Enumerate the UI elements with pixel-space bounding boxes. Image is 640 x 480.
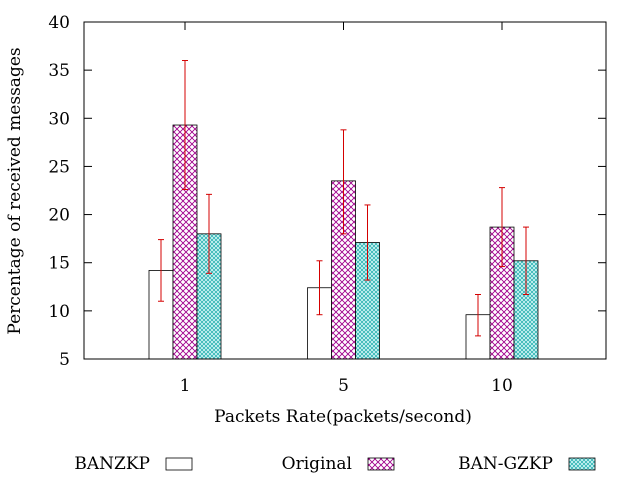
x-tick-label: 1 (180, 376, 191, 396)
x-tick-label: 5 (338, 376, 349, 396)
legend-label: BANZKP (74, 454, 150, 474)
y-tick-label: 35 (48, 61, 70, 81)
error-bars (158, 60, 529, 337)
x-axis-label: Packets Rate(packets/second) (214, 407, 472, 427)
y-tick-label: 40 (48, 13, 70, 33)
x-axis-tick-labels: 1 5 10 (180, 376, 513, 396)
y-axis-label: Percentage of received messages (5, 47, 25, 334)
legend-swatch (367, 457, 395, 471)
legend: BANZKP Original BAN-GZKP (74, 454, 596, 474)
x-tick-label: 10 (491, 376, 513, 396)
y-tick-label: 25 (48, 157, 70, 177)
y-tick-label: 30 (48, 109, 70, 129)
axis-ticks (84, 21, 606, 360)
y-tick-label: 5 (59, 350, 70, 370)
plot-area-frame (83, 21, 607, 360)
legend-swatch (568, 457, 596, 471)
y-axis-tick-labels: 5 10 15 20 25 30 35 40 (48, 13, 70, 370)
legend-label: Original (282, 454, 352, 474)
legend-swatch (165, 457, 193, 471)
legend-label: BAN-GZKP (458, 454, 553, 474)
y-tick-label: 20 (48, 206, 70, 226)
y-tick-label: 10 (48, 302, 70, 322)
bar-ban-gzkp (513, 260, 539, 360)
y-tick-label: 15 (48, 254, 70, 274)
